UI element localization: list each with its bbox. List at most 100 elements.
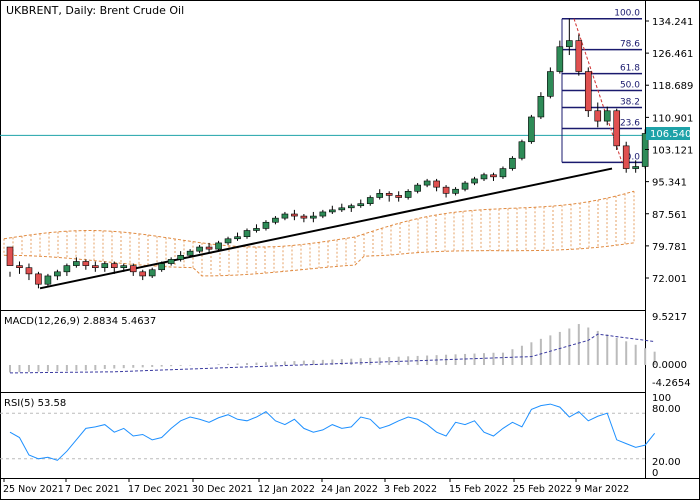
date-axis-label: 17 Dec 2021: [128, 484, 189, 495]
candle-body: [129, 265, 137, 273]
fib-level-label: 61.8: [620, 64, 640, 74]
candle-body: [556, 46, 564, 72]
macd-axis-bottom: -4.2654: [652, 378, 691, 389]
rsi-panel: [0, 403, 656, 461]
candle-body: [110, 263, 118, 268]
candle-body: [148, 269, 156, 277]
candle-body: [186, 250, 194, 256]
candle-body: [272, 217, 279, 223]
candle-body: [25, 267, 33, 275]
fib-level-label: 100.0: [614, 9, 640, 19]
candle-body: [584, 71, 592, 112]
candle-body: [347, 205, 355, 209]
candle-body: [63, 265, 71, 273]
candle-body: [376, 193, 384, 198]
candle-body: [490, 174, 497, 178]
date-axis-label: 9 Mar 2022: [575, 484, 629, 495]
candle-body: [234, 236, 241, 240]
last-price-label: 106.540: [650, 129, 691, 140]
date-axis-label: 3 Feb 2022: [384, 484, 437, 495]
date-axis-label: 25 Nov 2021: [3, 484, 64, 495]
rsi-axis-80: 80.00: [652, 404, 681, 415]
last-price-marker: [646, 127, 690, 140]
candle-body: [253, 228, 260, 231]
candle-body: [35, 273, 42, 285]
candle-body: [566, 40, 573, 48]
fib-level-label: 50.0: [620, 81, 640, 91]
candle-body: [366, 197, 374, 204]
candle-body: [442, 186, 450, 194]
candle-body: [357, 203, 365, 207]
price-axis-label: 87.561: [652, 210, 687, 221]
candle-body: [243, 230, 251, 238]
date-axis: 25 Nov 2021 7 Dec 2021 17 Dec 2021 30 Dec 2…: [3, 478, 629, 495]
price-axis-label: 126.461: [652, 49, 693, 60]
candle-body: [44, 275, 52, 285]
fib-level-label: 0.0: [626, 152, 641, 162]
fib-level-label: 38.2: [620, 97, 640, 107]
candle-body: [480, 174, 488, 180]
rsi-axis-0: 0: [652, 468, 658, 479]
candle-body: [158, 263, 165, 271]
candle-body: [224, 238, 232, 244]
candle-body: [205, 246, 213, 250]
macd-signal-line: [9, 333, 655, 374]
price-axis-label: 134.241: [652, 17, 693, 28]
candle-body: [120, 265, 128, 268]
candle-body: [338, 207, 346, 211]
candle-body: [471, 178, 478, 184]
candle-body: [281, 213, 289, 219]
main-panel: 100.0 78.6 61.8 50.0 38.2 23.6 0.0: [0, 9, 658, 290]
rsi-axis-20: 20.00: [652, 457, 681, 468]
candle-body: [385, 193, 393, 196]
candle-body: [575, 40, 583, 72]
rsi-line: [9, 403, 656, 461]
date-axis-label: 15 Feb 2022: [449, 484, 508, 495]
candle-body: [423, 180, 431, 186]
candle-body: [622, 145, 630, 169]
rsi-label: RSI(5) 53.58: [4, 398, 66, 409]
ichimoku-span-b: [3, 242, 635, 277]
candle-body: [167, 259, 175, 264]
date-axis-label: 25 Feb 2022: [513, 484, 572, 495]
candle-body: [509, 157, 516, 169]
rsi-axis-100: 100: [652, 393, 671, 404]
price-axis: 134.241 126.461 118.689 110.901 103.121 95.34…: [645, 17, 693, 285]
candle-body: [92, 265, 99, 268]
date-axis-label: 7 Dec 2021: [65, 484, 120, 495]
candle-body: [300, 215, 308, 219]
candle-body: [6, 246, 14, 266]
price-axis-label: 79.781: [652, 242, 687, 253]
candle-body: [452, 188, 459, 194]
date-axis-label: 24 Jan 2022: [321, 484, 378, 495]
candle-body: [310, 215, 317, 219]
date-axis-label: 12 Jan 2022: [258, 484, 315, 495]
candle-body: [291, 213, 298, 217]
price-axis-label: 72.001: [652, 274, 687, 285]
candle-body: [177, 254, 184, 260]
candle-body: [404, 190, 412, 198]
candle-body: [613, 110, 621, 147]
candle-body: [414, 184, 421, 192]
candle-body: [319, 211, 327, 217]
candle-body: [461, 182, 469, 190]
candle-body: [603, 110, 611, 122]
candle-body: [16, 265, 23, 268]
date-axis-label: 30 Dec 2021: [192, 484, 253, 495]
price-axis-label: 103.121: [652, 146, 693, 157]
candle-body: [594, 110, 602, 122]
candle-body: [262, 221, 270, 229]
chart-title: UKBRENT, Daily: Brent Crude Oil: [6, 4, 184, 17]
candle-body: [499, 168, 507, 178]
candle-body: [518, 141, 526, 159]
candle-body: [329, 209, 336, 213]
candle-body: [101, 263, 109, 268]
candle-body: [196, 246, 203, 252]
candle-body: [537, 96, 545, 118]
candle-body: [73, 261, 80, 266]
macd-panel: [9, 324, 656, 374]
macd-axis-zero: 0.0000: [652, 360, 687, 371]
fib-level-label: 78.6: [620, 40, 640, 50]
candle-body: [215, 242, 222, 250]
